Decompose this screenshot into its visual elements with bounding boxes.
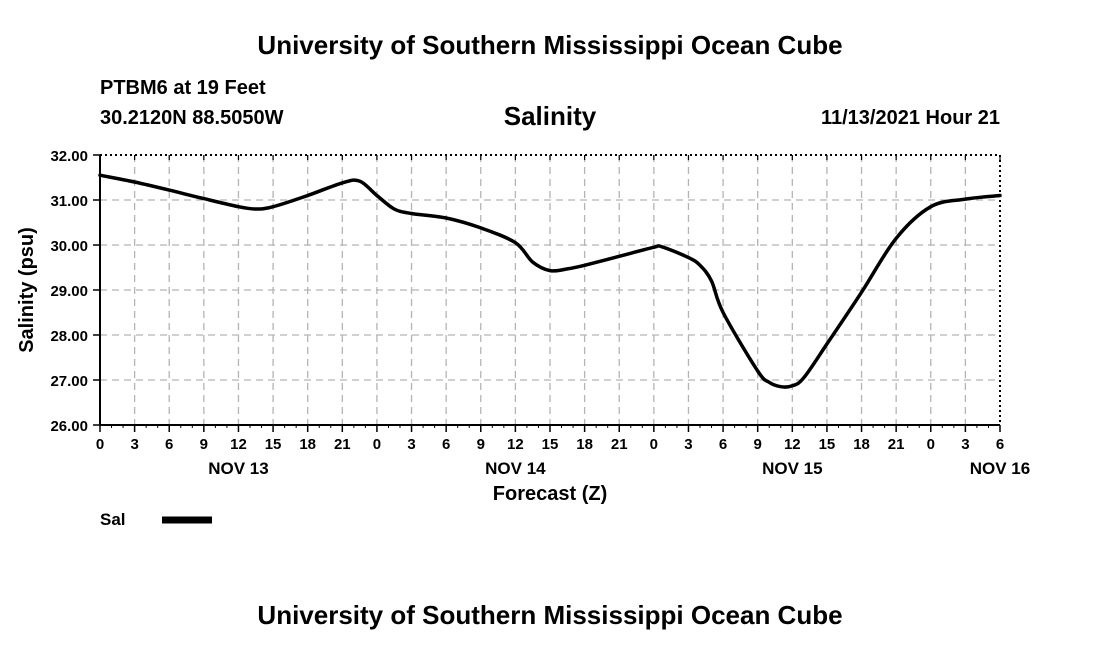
x-tick-label: 15	[542, 436, 559, 453]
x-tick-label: 12	[230, 436, 247, 453]
x-day-label: NOV 16	[970, 459, 1030, 478]
x-tick-label: 21	[334, 436, 351, 453]
x-tick-label: 18	[853, 436, 870, 453]
x-tick-label: 6	[996, 436, 1004, 453]
x-tick-label: 6	[165, 436, 173, 453]
x-tick-label: 12	[507, 436, 524, 453]
x-tick-label: 6	[442, 436, 450, 453]
axes: 26.00 27.00 28.00 29.00 30.00 31.00 32.00 0 3 6 9 1…	[50, 148, 1030, 478]
x-tick-label: 9	[200, 436, 208, 453]
y-tick-label: 28.00	[50, 328, 88, 345]
x-tick-label: 3	[684, 436, 692, 453]
y-tick-label: 26.00	[50, 418, 88, 435]
page-title: University of Southern Mississippi Ocean…	[257, 30, 843, 60]
legend-label: Sal	[100, 510, 126, 529]
x-tick-label: 3	[130, 436, 138, 453]
y-tick-label: 29.00	[50, 283, 88, 300]
x-tick-label: 3	[407, 436, 415, 453]
x-tick-label: 9	[754, 436, 762, 453]
x-tick-label: 21	[611, 436, 628, 453]
x-tick-label: 15	[819, 436, 836, 453]
x-day-label: NOV 13	[208, 459, 268, 478]
series-layer	[98, 173, 1002, 389]
x-tick-label: 15	[265, 436, 282, 453]
x-tick-label: 21	[888, 436, 905, 453]
chart-title: Salinity	[503, 101, 597, 131]
x-tick-label: 6	[719, 436, 727, 453]
x-day-label: NOV 14	[485, 459, 546, 478]
grid	[100, 155, 1000, 425]
forecast-run-time: 11/13/2021 Hour 21	[820, 107, 1000, 129]
x-tick-label: 0	[373, 436, 381, 453]
x-tick-label: 18	[576, 436, 593, 453]
x-tick-label: 9	[477, 436, 485, 453]
station-name: PTBM6 at 19 Feet	[100, 77, 266, 99]
footer-title: University of Southern Mississippi Ocean…	[257, 600, 843, 630]
x-tick-label: 12	[784, 436, 801, 453]
y-tick-label: 27.00	[50, 373, 88, 390]
x-tick-label: 0	[650, 436, 658, 453]
x-tick-label: 3	[961, 436, 969, 453]
y-tick-label: 30.00	[50, 238, 88, 255]
x-axis-label: Forecast (Z)	[493, 483, 607, 505]
x-tick-label: 0	[96, 436, 104, 453]
y-tick-label: 31.00	[50, 193, 88, 210]
station-coordinates: 30.2120N 88.5050W	[100, 107, 284, 129]
series-line-sal	[98, 173, 1002, 389]
y-tick-label: 32.00	[50, 148, 88, 165]
x-tick-label: 18	[299, 436, 316, 453]
y-axis-label: Salinity (psu)	[16, 227, 38, 353]
x-day-label: NOV 15	[762, 459, 822, 478]
x-tick-label: 0	[927, 436, 935, 453]
